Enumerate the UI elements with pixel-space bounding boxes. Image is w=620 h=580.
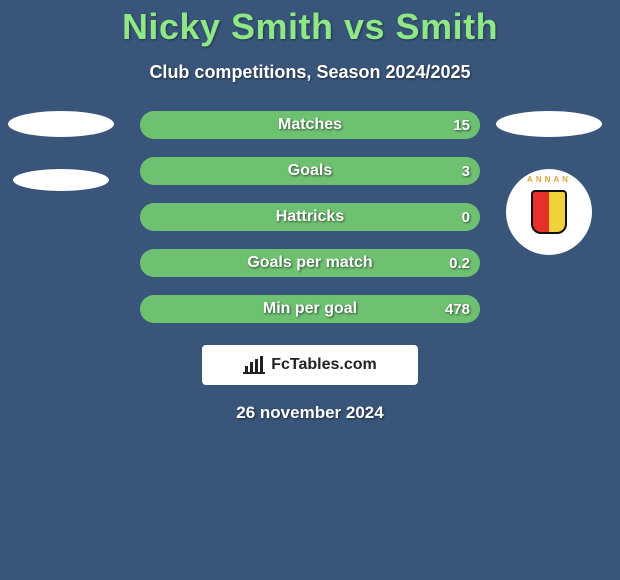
left-player-column <box>6 111 116 191</box>
brand-box: FcTables.com <box>202 345 418 385</box>
stat-bar-right-value: 0.2 <box>449 249 470 277</box>
stat-bar-right-value: 478 <box>445 295 470 323</box>
left-player-avatar-placeholder-icon <box>8 111 114 137</box>
club-badge-top-text: ANNAN <box>527 175 571 184</box>
content-root: Nicky Smith vs Smith Club competitions, … <box>0 0 620 580</box>
stat-bar-right-segment <box>140 295 480 323</box>
stat-bar-right-value: 0 <box>462 203 470 231</box>
stat-bar: Goals per match0.2 <box>140 249 480 277</box>
stat-bar-right-value: 15 <box>453 111 470 139</box>
club-badge-shield-icon <box>531 190 567 234</box>
page-title: Nicky Smith vs Smith <box>0 0 620 48</box>
stat-bar-right-segment <box>140 203 480 231</box>
footer-date: 26 november 2024 <box>0 403 620 423</box>
stat-bar: Hattricks0 <box>140 203 480 231</box>
stat-bar-right-segment <box>140 111 480 139</box>
comparison-zone: ANNAN Matches15 Goals3 Hattricks0 Goals per… <box>0 111 620 323</box>
right-player-club-badge-icon: ANNAN <box>506 169 592 255</box>
brand-chart-icon <box>243 356 265 374</box>
stat-bars: Matches15 Goals3 Hattricks0 Goals per match… <box>140 111 480 323</box>
stat-bar-right-segment <box>140 249 480 277</box>
right-player-avatar-placeholder-icon <box>496 111 602 137</box>
stat-bar: Goals3 <box>140 157 480 185</box>
brand-text: FcTables.com <box>271 356 377 374</box>
stat-bar-right-value: 3 <box>462 157 470 185</box>
stat-bar: Matches15 <box>140 111 480 139</box>
page-subtitle: Club competitions, Season 2024/2025 <box>0 62 620 83</box>
stat-bar-right-segment <box>140 157 480 185</box>
right-player-column: ANNAN <box>494 111 604 255</box>
stat-bar: Min per goal478 <box>140 295 480 323</box>
left-player-club-placeholder-icon <box>13 169 109 191</box>
